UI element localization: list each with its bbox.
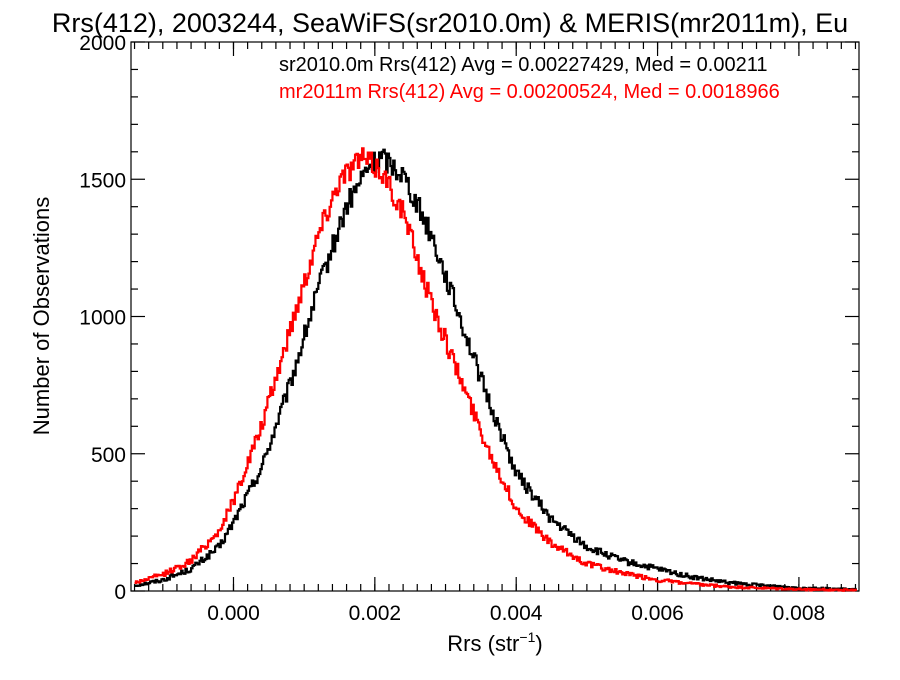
y-axis-label: Number of Observations (29, 197, 54, 435)
x-axis-label: Rrs (str−1) (447, 629, 542, 656)
y-tick-label: 1500 (79, 169, 126, 192)
series-group (134, 147, 857, 592)
y-tick-label: 2000 (79, 32, 126, 55)
series-line-red (134, 147, 857, 592)
y-tick-label: 1000 (79, 307, 126, 330)
x-axis-ticks: 0.000 0.002 0.004 0.006 0.008 (133, 42, 857, 625)
x-tick-label: 0.000 (207, 602, 260, 625)
x-tick-label: 0.004 (490, 602, 543, 625)
x-tick-label: 0.002 (349, 602, 402, 625)
x-axis-label-superscript: −1 (519, 629, 535, 645)
series-line-black (134, 148, 857, 591)
legend-entry-black: sr2010.0m Rrs(412) Avg = 0.00227429, Med… (279, 54, 767, 76)
chart-title: Rrs(412), 2003244, SeaWiFS(sr2010.0m) & … (52, 8, 848, 38)
x-axis-label-main: Rrs (str (447, 631, 519, 656)
x-tick-label: 0.006 (631, 602, 684, 625)
y-tick-label: 0 (114, 581, 126, 604)
x-tick-label: 0.008 (773, 602, 826, 625)
y-tick-label: 500 (91, 444, 126, 467)
x-axis-label-close: ) (535, 631, 542, 656)
y-axis-ticks: 0 500 1000 1500 2000 (79, 32, 859, 604)
legend-entry-red: mr2011m Rrs(412) Avg = 0.00200524, Med =… (279, 81, 780, 103)
